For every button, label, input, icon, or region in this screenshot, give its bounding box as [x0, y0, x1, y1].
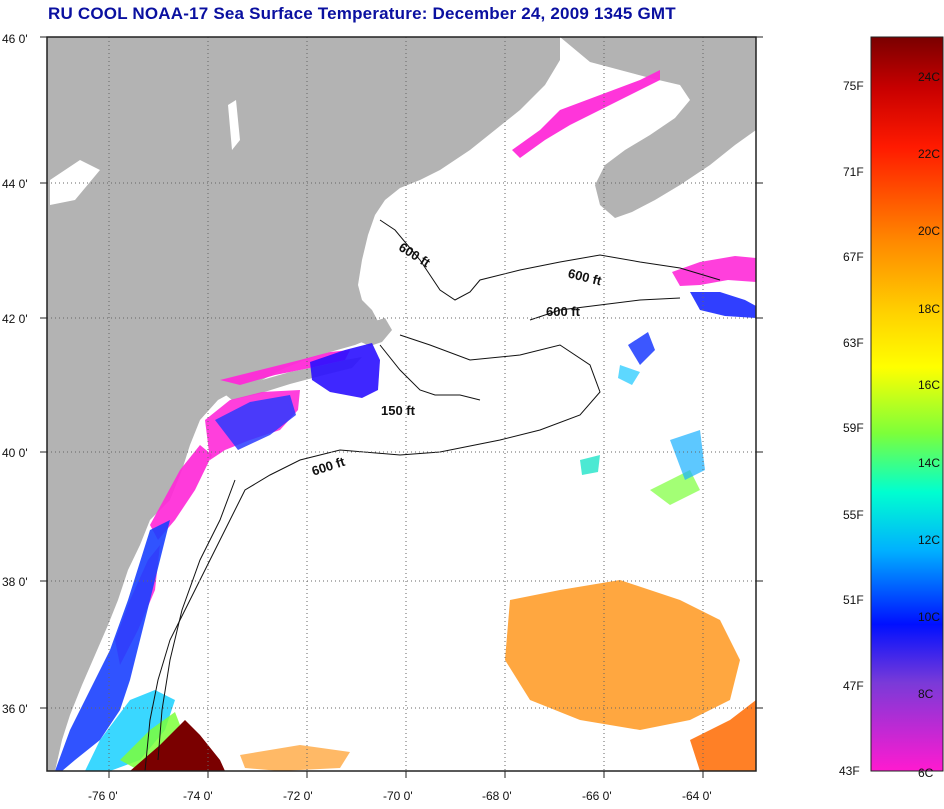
lat-label-46: 46 0' — [2, 32, 28, 46]
cb-c-20: 20C — [918, 224, 940, 238]
lat-label-44: 44 0' — [2, 177, 28, 191]
sst-offshore-patches — [240, 256, 756, 771]
cb-f-71: 71F — [843, 165, 864, 179]
sst-coastal-band — [55, 70, 660, 771]
cb-c-22: 22C — [918, 147, 940, 161]
lat-label-40: 40 0' — [2, 446, 28, 460]
cb-c-12: 12C — [918, 533, 940, 547]
cb-f-59: 59F — [843, 421, 864, 435]
lat-label-42: 42 0' — [2, 312, 28, 326]
cb-f-47: 47F — [843, 679, 864, 693]
map-title: RU COOL NOAA-17 Sea Surface Temperature:… — [48, 4, 676, 23]
land-us-mainland — [47, 37, 560, 771]
bathymetry-contours — [144, 219, 721, 771]
cb-c-18: 18C — [918, 302, 940, 316]
axis-ticks — [40, 36, 763, 778]
lon-label-76: -76 0' — [88, 789, 118, 803]
contour-label-3: 600 ft — [546, 304, 581, 319]
lon-label-68: -68 0' — [482, 789, 512, 803]
map-frame — [46, 36, 757, 772]
lon-label-64: -64 0' — [682, 789, 712, 803]
cb-f-67: 67F — [843, 250, 864, 264]
lat-label-38: 38 0' — [2, 575, 28, 589]
colorbar-celsius-labels: 24C 22C 20C 18C 16C 14C 12C 10C 8C 6C — [918, 70, 940, 780]
temperature-colorbar — [870, 36, 944, 772]
cb-c-16: 16C — [918, 378, 940, 392]
cb-f-43: 43F — [839, 764, 860, 778]
lon-label-74: -74 0' — [183, 789, 213, 803]
cb-c-8: 8C — [918, 687, 934, 701]
cb-c-6: 6C — [918, 766, 934, 780]
lake-champlain — [228, 100, 240, 150]
cb-c-24: 24C — [918, 70, 940, 84]
cb-f-51: 51F — [843, 593, 864, 607]
cb-c-10: 10C — [918, 610, 940, 624]
cb-f-63: 63F — [843, 336, 864, 350]
cb-f-55: 55F — [843, 508, 864, 522]
contour-label-4: 150 ft — [381, 403, 416, 418]
lon-label-72: -72 0' — [283, 789, 313, 803]
lon-label-66: -66 0' — [582, 789, 612, 803]
land-cape-cod — [356, 318, 392, 346]
cb-c-14: 14C — [918, 456, 940, 470]
lat-label-36: 36 0' — [2, 702, 28, 716]
lon-label-70: -70 0' — [383, 789, 413, 803]
land-nova-scotia — [560, 37, 756, 218]
colorbar-fahrenheit-labels: 75F 71F 67F 63F 59F 55F 51F 47F 43F — [839, 79, 864, 778]
cb-f-75: 75F — [843, 79, 864, 93]
